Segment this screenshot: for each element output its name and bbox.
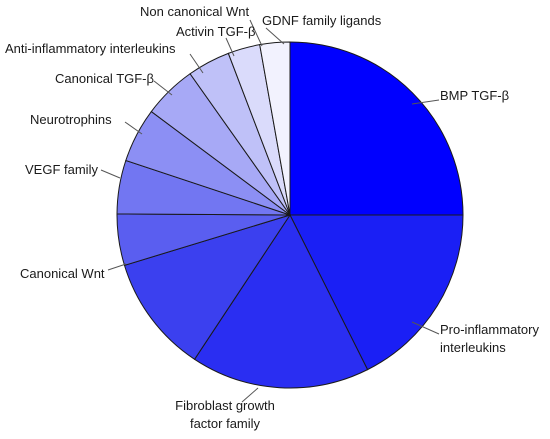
slice-label-gdnf-family-ligands: GDNF family ligands: [262, 13, 382, 28]
slice-label-neurotrophins: Neurotrophins: [30, 112, 112, 127]
slice-label-anti-inflammatory-interleukins: Anti-inflammatory interleukins: [5, 41, 176, 56]
leader-line-anti-inflammatory-interleukins: [189, 53, 204, 74]
slice-label-vegf-family: VEGF family: [25, 162, 98, 177]
pie-slice-fibroblast-growth-factor-family: [193, 214, 369, 389]
leader-line-bmp-tgf: [411, 99, 440, 105]
leader-line-fibroblast-growth-factor-family: [241, 387, 259, 403]
slice-label-fibroblast-growth-factor-family: Fibroblast growth factor family: [175, 398, 275, 431]
slice-label-pro-inflammatory-interleukins: Pro-inflammatory interleukins: [440, 322, 539, 355]
slice-label-canonical-wnt: Canonical Wnt: [20, 266, 105, 281]
leader-line-canonical-tgf: [153, 80, 173, 96]
leader-line-neurotrophins: [124, 121, 143, 135]
leader-line-canonical-wnt: [107, 263, 127, 271]
pie-slice-bmp-tgf: [289, 41, 464, 216]
pie-slices: [116, 41, 464, 389]
leader-line-pro-inflammatory-interleukins: [411, 321, 440, 335]
pie-slice-pro-inflammatory-interleukins: [289, 214, 464, 371]
leader-line-non-canonical-wnt: [249, 19, 263, 47]
slice-label-canonical-tgf: Canonical TGF-β: [55, 71, 154, 86]
leader-line-gdnf-family-ligands: [265, 27, 285, 45]
leader-line-activin-tgf: [225, 37, 235, 57]
pie-slice-canonical-wnt: [123, 214, 292, 360]
pie-slice-gdnf-family-ligands: [259, 41, 291, 216]
leader-lines: [100, 19, 440, 403]
slice-label-bmp-tgf: BMP TGF-β: [440, 88, 509, 103]
slice-label-activin-tgf: Activin TGF-β: [176, 24, 255, 39]
slice-labels: BMP TGF-β Pro-inflammatory interleukins Fib…: [5, 4, 539, 431]
slice-label-non-canonical-wnt: Non canonical Wnt: [140, 4, 249, 19]
leader-line-vegf-family: [100, 169, 121, 179]
